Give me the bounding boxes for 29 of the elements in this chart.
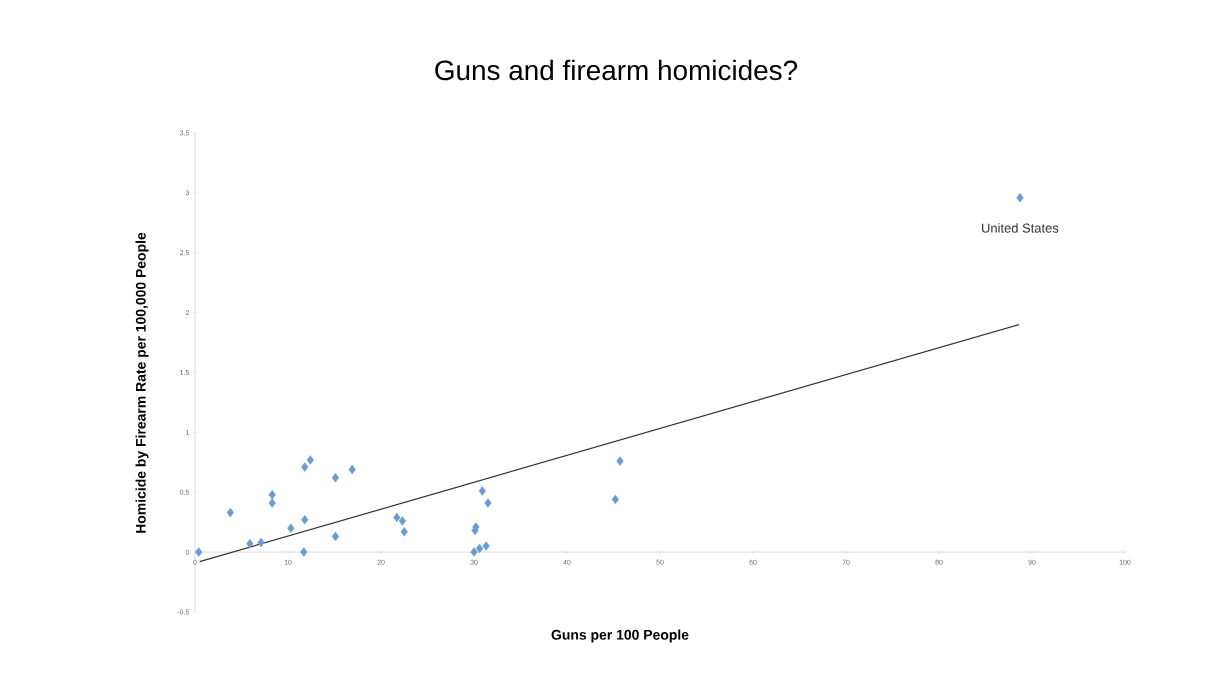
y-axis-title: Homicide by Firearm Rate per 100,000 People — [135, 232, 149, 533]
point — [400, 527, 408, 537]
point — [300, 547, 308, 557]
chart-title: Guns and firearm homicides? — [435, 59, 798, 81]
point — [331, 473, 340, 483]
point — [348, 464, 356, 475]
point — [611, 494, 619, 505]
annotation: United States — [982, 223, 1059, 233]
point — [476, 543, 484, 554]
point — [257, 537, 265, 548]
point — [301, 462, 309, 472]
point — [1016, 192, 1024, 203]
point — [301, 515, 309, 525]
point — [478, 486, 486, 496]
point — [306, 455, 314, 465]
point — [331, 531, 340, 542]
x-axis-title: Guns per 100 People — [551, 629, 689, 643]
point — [470, 547, 478, 557]
point — [484, 498, 492, 508]
point — [482, 541, 490, 551]
point — [287, 523, 295, 533]
point — [393, 512, 401, 523]
point — [398, 516, 406, 526]
point — [226, 507, 234, 518]
point — [246, 539, 254, 549]
point — [616, 456, 624, 466]
point — [195, 547, 203, 557]
point — [268, 489, 276, 500]
point — [268, 498, 276, 508]
